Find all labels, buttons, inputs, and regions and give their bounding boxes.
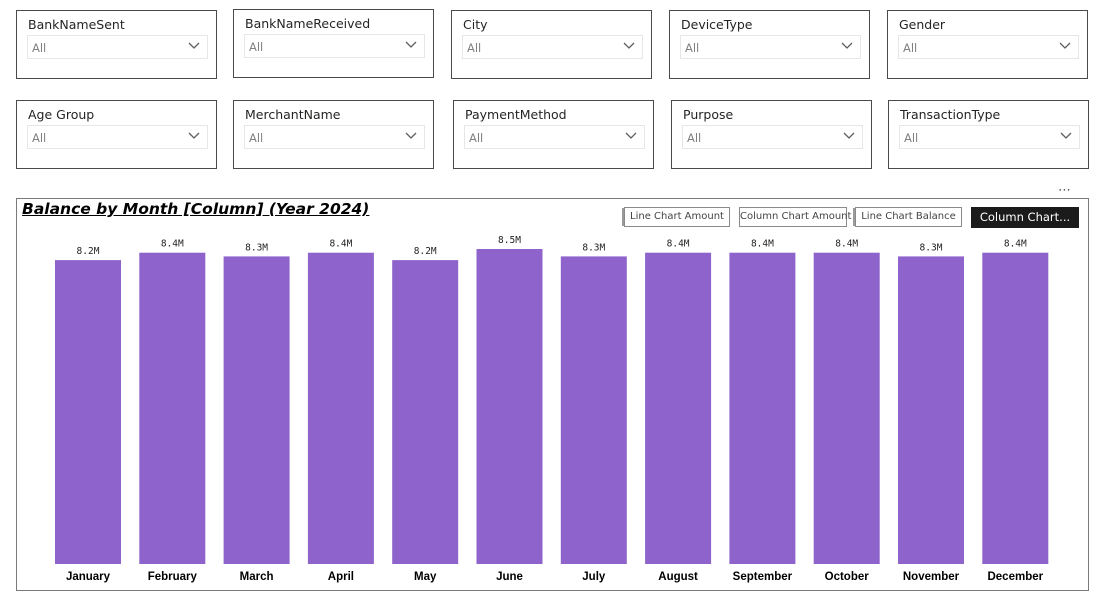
slicer-value: All [32,41,47,55]
bar-august[interactable] [645,252,712,565]
slicer-dropdown[interactable]: All [464,125,645,149]
bar-may[interactable] [392,260,459,564]
slicer-device-type: DeviceType All [669,10,870,79]
slicer-age-group: Age Group All [16,100,217,169]
x-tick-label: April [328,571,354,583]
chevron-down-icon [623,42,635,49]
slicer-dropdown[interactable]: All [899,125,1080,149]
chevron-down-icon [843,132,855,139]
chevron-down-icon [188,132,200,139]
slicer-dropdown[interactable]: All [244,34,425,58]
slicer-value: All [687,131,702,145]
slicer-value: All [32,131,47,145]
slicer-dropdown[interactable]: All [244,125,425,149]
data-label: 8.4M [835,239,858,250]
slicer-value: All [467,41,482,55]
chevron-down-icon [1059,42,1071,49]
slicer-dropdown[interactable]: All [680,35,861,59]
data-label: 8.2M [414,246,437,257]
chart-title: Balance by Month [Column] (Year 2024) [22,200,370,218]
bar-october[interactable] [813,252,880,565]
x-tick-label: November [903,571,960,583]
x-tick-label: July [582,571,606,583]
slicer-title: Gender [899,17,946,32]
column-chart-amount-button[interactable]: Column Chart Amount [739,207,851,227]
bar-november[interactable] [898,256,964,564]
data-label: 8.4M [1004,239,1027,250]
x-tick-label: January [66,571,111,583]
x-tick-label: June [496,571,523,583]
slicer-transaction-type: TransactionType All [888,100,1089,169]
bar-march[interactable] [223,256,290,564]
slicer-value: All [249,131,264,145]
x-tick-label: September [733,571,793,583]
slicer-title: Age Group [28,107,95,122]
chevron-down-icon [1060,132,1072,139]
x-tick-label: March [240,571,274,583]
slicer-title: DeviceType [681,17,753,32]
data-label: 8.4M [751,239,774,250]
chevron-down-icon [405,41,417,48]
slicer-dropdown[interactable]: All [462,35,643,59]
x-tick-label: December [987,571,1043,583]
x-tick-label: February [148,571,198,583]
slicer-title: City [463,17,488,32]
chevron-down-icon [188,42,200,49]
slicer-dropdown[interactable]: All [27,35,208,59]
chevron-down-icon [625,132,637,139]
slicer-title: Purpose [683,107,734,122]
slicer-city: City All [451,10,652,79]
slicer-bank-name-received: BankNameReceived All [233,9,434,78]
slicer-bank-name-sent: BankNameSent All [16,10,217,79]
bar-february[interactable] [139,252,206,565]
data-label: 8.4M [161,239,184,250]
bar-september[interactable] [729,252,796,565]
slicer-purpose: Purpose All [671,100,872,169]
line-chart-balance-button[interactable]: Line Chart Balance [855,207,962,227]
column-chart-balance-button[interactable]: Column Chart... [971,207,1079,228]
slicer-dropdown[interactable]: All [898,35,1079,59]
x-tick-label: May [414,571,437,583]
data-label: 8.4M [329,239,352,250]
data-label: 8.3M [245,242,268,253]
slicer-payment-method: PaymentMethod All [453,100,654,169]
bar-january[interactable] [55,260,121,564]
data-label: 8.3M [582,242,605,253]
slicer-gender: Gender All [887,10,1088,79]
data-label: 8.2M [77,246,100,257]
bar-april[interactable] [307,252,374,565]
data-label: 8.4M [667,239,690,250]
slicer-title: TransactionType [900,107,1001,122]
chevron-down-icon [405,132,417,139]
chart-panel: Balance by Month [Column] (Year 2024) Li… [16,198,1089,591]
slicer-value: All [903,41,918,55]
slicer-title: BankNameSent [28,17,125,32]
line-chart-amount-button[interactable]: Line Chart Amount [624,207,730,227]
slicer-value: All [249,40,264,54]
slicer-value: All [685,41,700,55]
chevron-down-icon [841,42,853,49]
slicer-title: PaymentMethod [465,107,567,122]
balance-column-chart: 8.2M January 8.4M February 8.3M March 8.4M Apri… [55,235,1049,583]
data-label: 8.5M [498,235,521,246]
more-options-icon[interactable]: ⋯ [1058,183,1072,198]
x-tick-label: August [658,571,698,583]
bar-june[interactable] [476,249,543,564]
slicer-value: All [469,131,484,145]
slicer-title: MerchantName [245,107,341,122]
slicer-dropdown[interactable]: All [682,125,863,149]
bar-december[interactable] [982,252,1049,565]
x-tick-label: October [825,571,870,583]
slicer-dropdown[interactable]: All [27,125,208,149]
bar-july[interactable] [560,256,627,564]
slicer-value: All [904,131,919,145]
data-label: 8.3M [920,242,943,253]
slicer-merchant-name: MerchantName All [233,100,434,169]
slicer-title: BankNameReceived [245,16,371,31]
